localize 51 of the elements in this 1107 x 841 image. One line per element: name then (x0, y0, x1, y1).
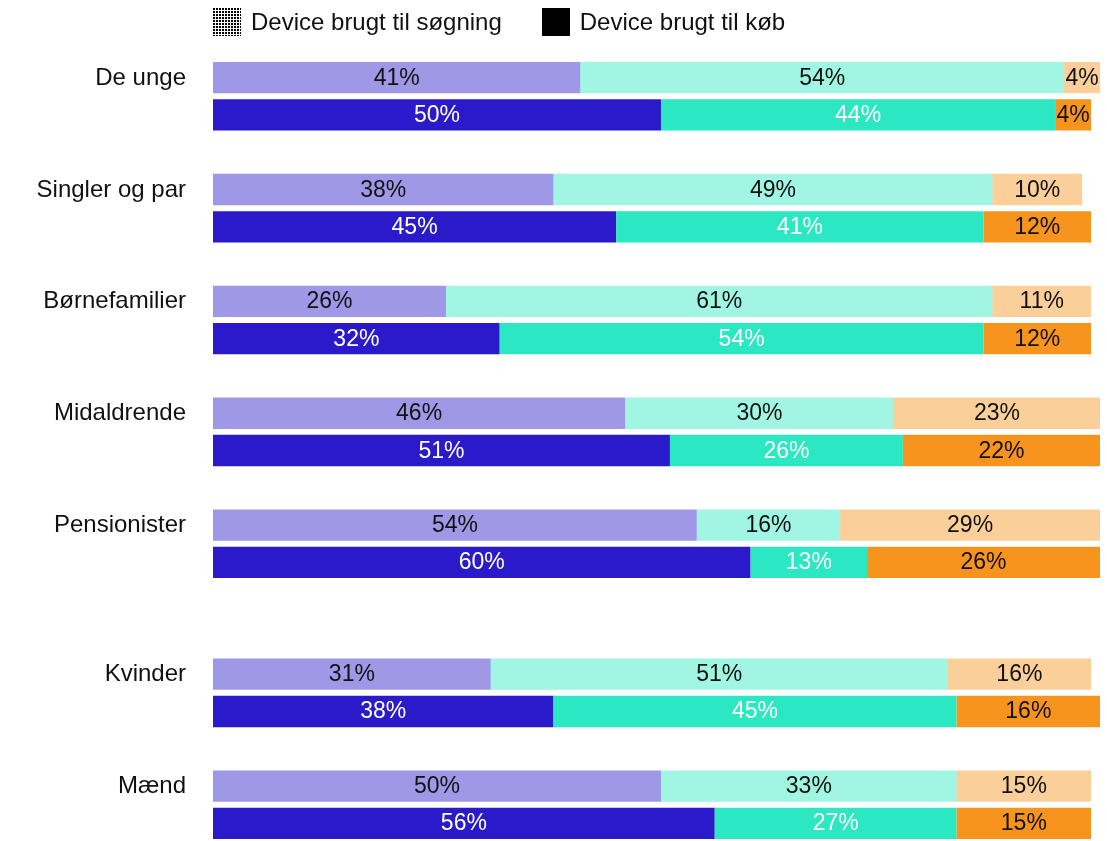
data-label: 61% (696, 287, 743, 314)
data-label: 38% (360, 697, 407, 724)
data-label: 10% (1014, 175, 1061, 202)
data-label: 54% (799, 63, 846, 90)
data-label: 41% (776, 212, 823, 239)
data-label: 4% (1065, 63, 1099, 90)
data-label: 56% (440, 809, 487, 836)
y-tick-label: Midaldrende (53, 398, 186, 426)
data-label: 60% (458, 548, 505, 575)
y-tick-label: Kvinder (104, 659, 187, 687)
data-label: 15% (1000, 772, 1047, 799)
data-label: 54% (431, 511, 478, 538)
data-label: 50% (413, 772, 461, 799)
y-tick-label: De unge (95, 62, 186, 90)
data-label: 44% (835, 100, 882, 127)
data-label: 30% (736, 399, 783, 426)
text: Device brugt til søgning (251, 8, 502, 36)
data-label: 41% (373, 63, 420, 90)
data-label: 50% (413, 100, 461, 127)
data-label: 49% (749, 175, 796, 202)
data-label: 27% (812, 809, 859, 836)
data-label: 45% (732, 697, 779, 724)
data-label: 54% (718, 324, 765, 351)
data-label: 12% (1014, 212, 1061, 239)
data-label: 26% (763, 436, 810, 463)
data-label: 51% (418, 436, 465, 463)
data-label: 11% (1019, 287, 1064, 314)
y-tick-label: Børnefamilier (43, 286, 186, 314)
data-label: 23% (973, 399, 1020, 426)
data-label: 45% (391, 212, 438, 239)
y-tick-label: Mænd (117, 771, 186, 799)
data-label: 16% (1005, 697, 1052, 724)
data-label: 46% (396, 399, 443, 426)
text: Device brugt til køb (579, 8, 786, 36)
data-label: 29% (947, 511, 994, 538)
data-label: 15% (1000, 809, 1047, 836)
y-tick-label: Singler og par (36, 174, 186, 202)
data-label: 12% (1014, 324, 1061, 351)
data-label: 4% (1056, 100, 1090, 127)
data-label: 51% (696, 660, 743, 687)
data-label: 26% (306, 287, 353, 314)
data-label: 22% (978, 436, 1025, 463)
data-label: 16% (745, 511, 792, 538)
data-label: 33% (785, 772, 832, 799)
data-label: 13% (785, 548, 832, 575)
data-label: 26% (960, 548, 1007, 575)
data-label: 16% (996, 660, 1043, 687)
data-label: 38% (360, 175, 407, 202)
y-tick-label: Pensionister (53, 510, 186, 538)
data-label: 31% (328, 660, 375, 687)
data-label: 32% (333, 324, 380, 351)
